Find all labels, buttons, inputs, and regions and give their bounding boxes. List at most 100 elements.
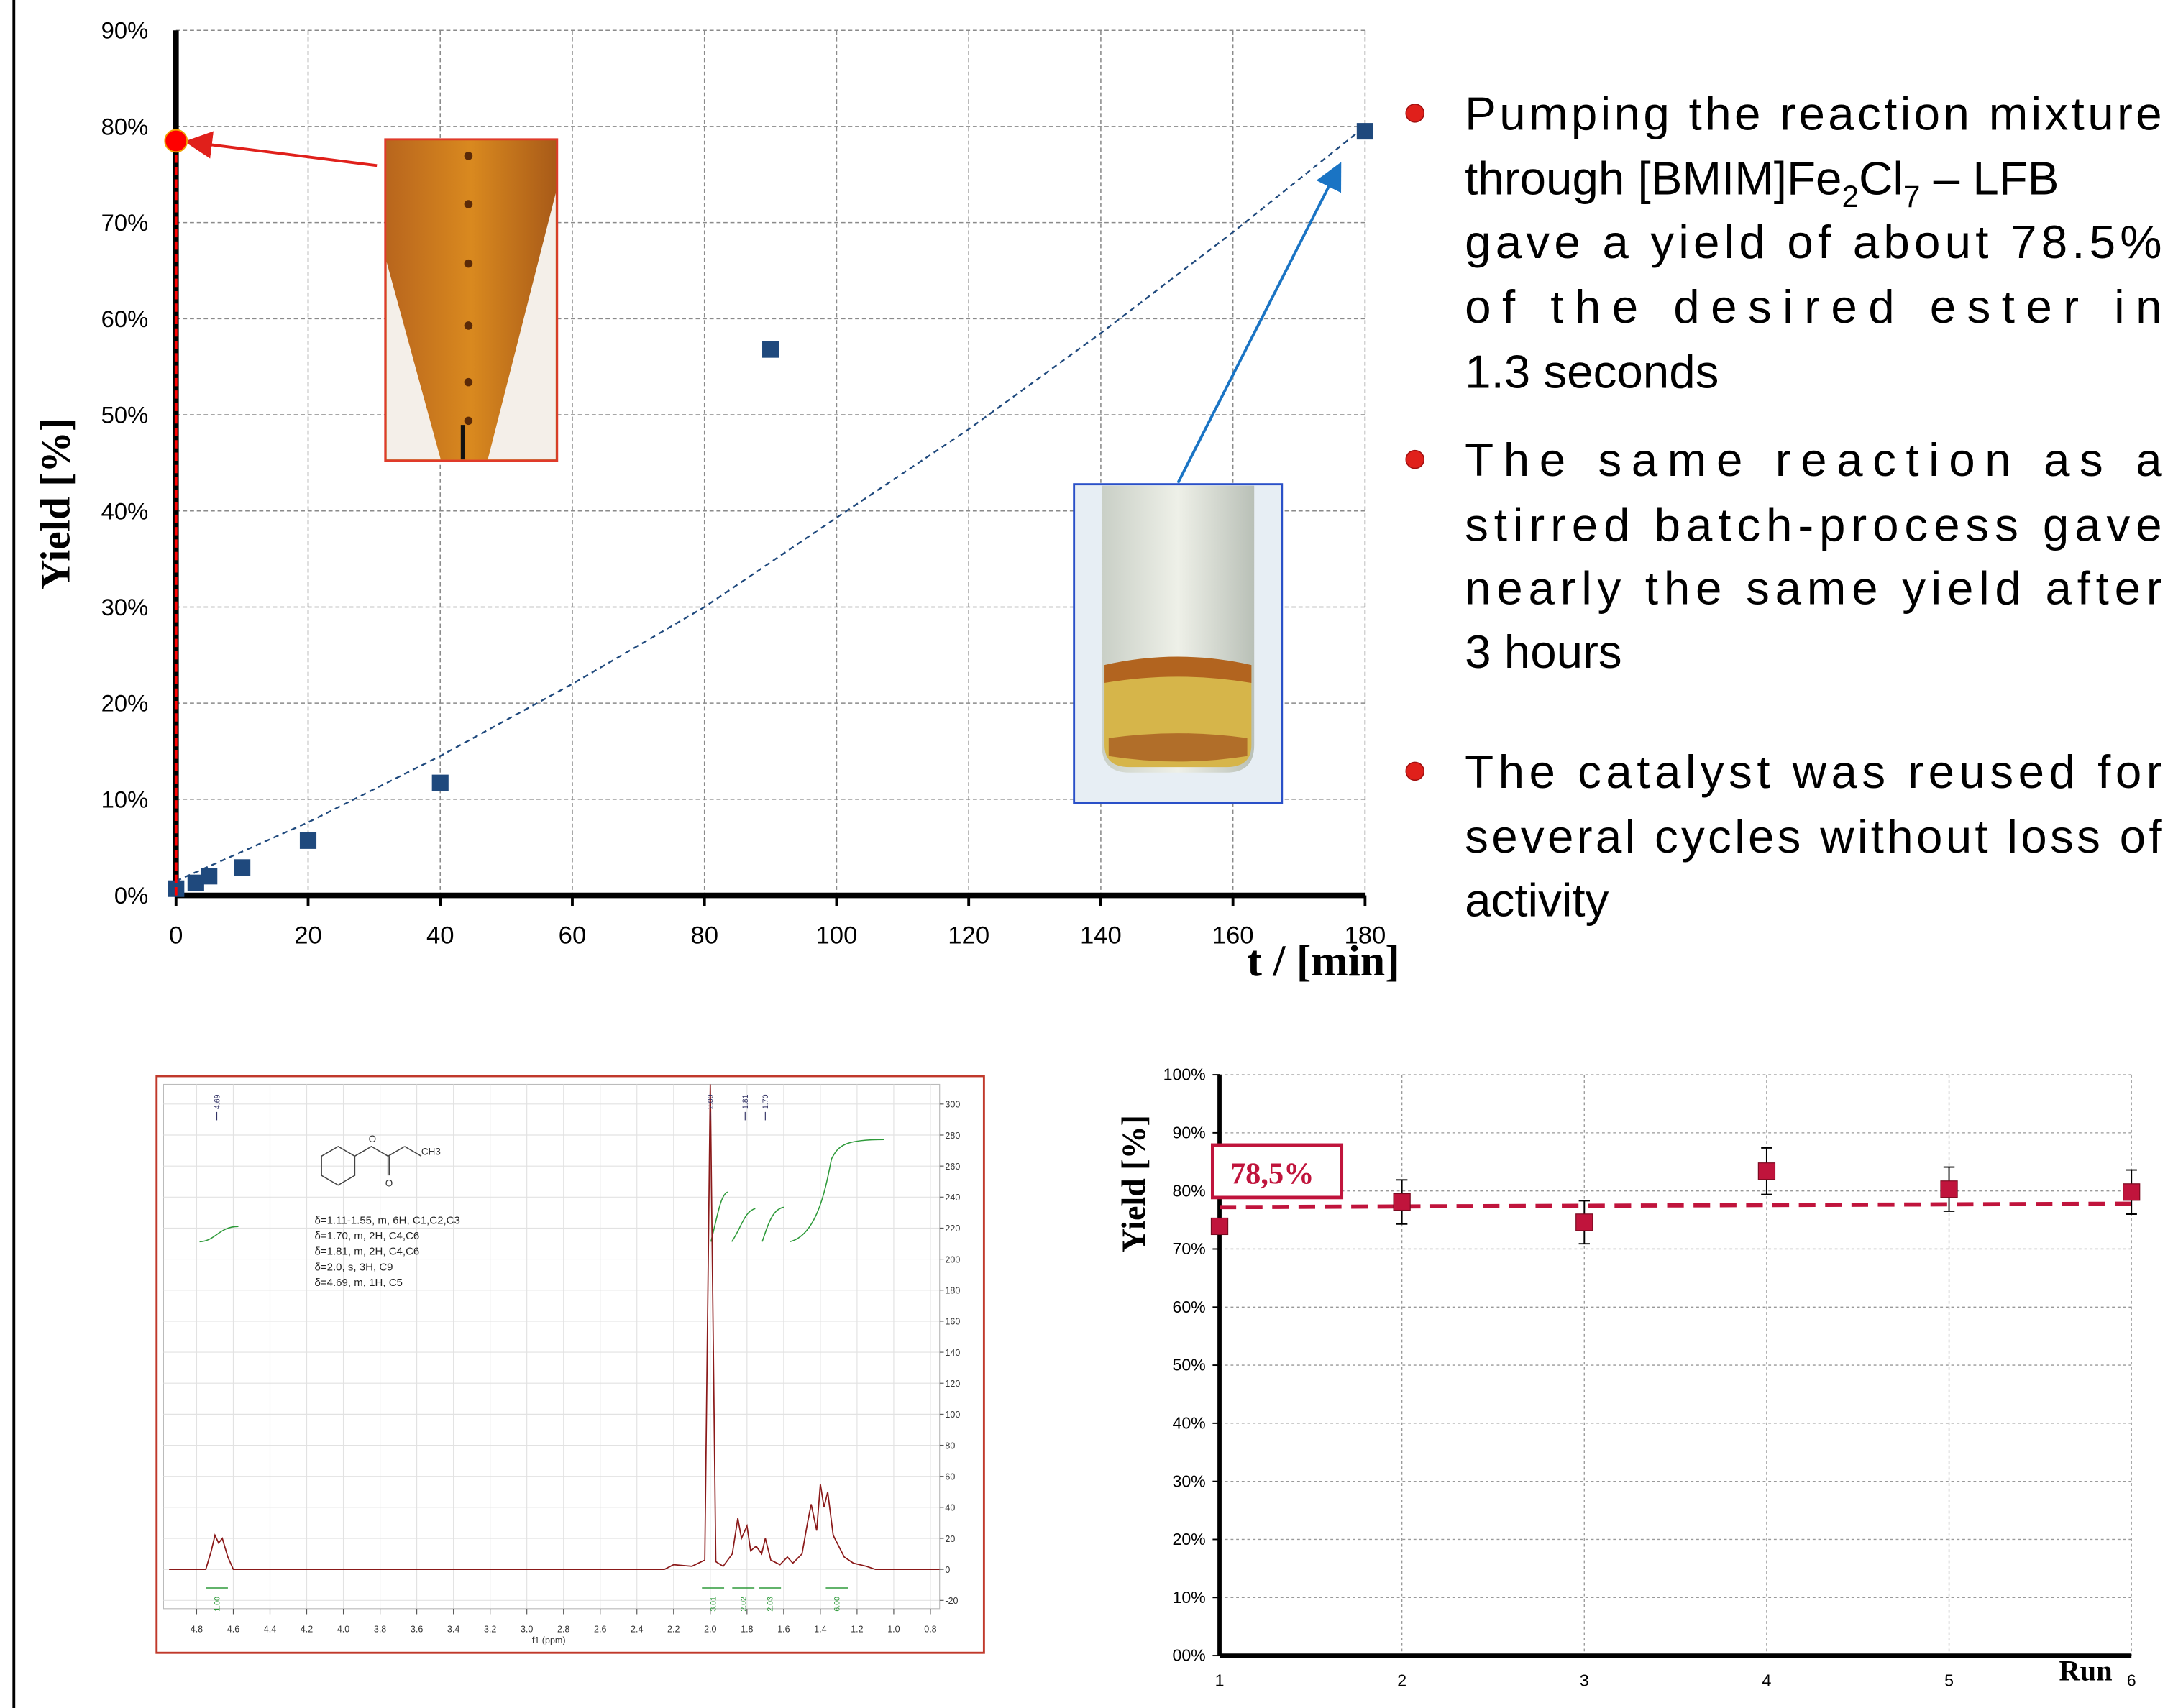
- x-tick-label: 4: [1762, 1671, 1771, 1689]
- reference-label: 78,5%: [1230, 1157, 1314, 1191]
- data-point: [234, 859, 250, 876]
- data-point: [1394, 1194, 1410, 1211]
- photo-lfb-drop: [465, 378, 473, 387]
- photo-lfb-drop: [465, 200, 473, 208]
- nmr-frame: [157, 1076, 984, 1653]
- y-tick-label: 260: [945, 1162, 960, 1172]
- bullet-text: 7: [1903, 180, 1921, 214]
- bullet-line: gave a yield of about 78.5%: [1465, 216, 2161, 268]
- bullet-text: – LFB: [1920, 152, 2059, 205]
- x-tick-label: 0.8: [924, 1624, 936, 1634]
- data-point: [1941, 1181, 1957, 1198]
- data-point: [432, 775, 449, 791]
- y-tick-label: 50%: [101, 402, 149, 428]
- annotation: δ=4.69, m, 1H, C5: [314, 1277, 402, 1289]
- structure-label: O: [369, 1134, 376, 1144]
- structure-label: O: [385, 1178, 393, 1189]
- x-tick-label: 3.8: [374, 1624, 386, 1634]
- reference-line: [1220, 1203, 2131, 1207]
- photo-lfb-drop: [465, 260, 473, 268]
- x-tick-label: 3.4: [447, 1624, 459, 1634]
- y-tick-label: 70%: [101, 209, 149, 236]
- y-tick-label: 60: [945, 1472, 955, 1482]
- x-axis-title: t / [min]: [1247, 937, 1399, 986]
- y-tick-label: 30%: [101, 594, 149, 620]
- annotation: δ=1.81, m, 2H, C4,C6: [314, 1246, 419, 1258]
- bullet-text: Cl: [1859, 152, 1903, 205]
- y-tick-label: 40: [945, 1503, 955, 1513]
- x-tick-label: 1.2: [851, 1624, 863, 1634]
- y-tick-label: 20%: [1172, 1530, 1205, 1548]
- data-point: [2123, 1184, 2140, 1200]
- data-point: [762, 341, 779, 358]
- x-tick-label: 1.6: [777, 1624, 790, 1634]
- x-tick-label: 1.8: [741, 1624, 753, 1634]
- data-point: [201, 868, 217, 884]
- data-point: [1357, 123, 1373, 139]
- x-tick-label: 3.2: [484, 1624, 496, 1634]
- y-tick-label: 70%: [1172, 1239, 1205, 1258]
- x-tick-label: 140: [1080, 922, 1122, 950]
- y-tick-label: 30%: [1172, 1471, 1205, 1490]
- peak-label: 1.81: [741, 1094, 750, 1109]
- data-point: [300, 832, 316, 849]
- annotation: δ=1.11-1.55, m, 6H, C1,C2,C3: [314, 1214, 459, 1226]
- y-tick-label: 120: [945, 1379, 960, 1389]
- x-tick-label: 2.8: [557, 1624, 569, 1634]
- y-tick-label: 140: [945, 1348, 960, 1358]
- bullet-line: Pumping the reaction mixture: [1465, 88, 2161, 140]
- bullet-dot: [1406, 104, 1424, 122]
- bullet-text: 2: [1842, 180, 1859, 214]
- y-tick-label: 100%: [1163, 1065, 1206, 1084]
- bullet-line: The same reaction as a: [1465, 433, 2162, 486]
- y-tick-label: 80: [945, 1441, 955, 1451]
- y-tick-label: 60%: [101, 306, 149, 332]
- y-tick-label: -20: [945, 1596, 958, 1606]
- photo-vial-sediment: [1109, 733, 1248, 761]
- bullet-line: through [BMIM]Fe2Cl7 – LFB: [1465, 152, 2059, 214]
- arrow: [190, 142, 377, 166]
- integral-label: 1.00: [213, 1597, 221, 1612]
- peak-label: 4.69: [213, 1094, 221, 1109]
- x-tick-label: 1: [1215, 1671, 1225, 1689]
- x-tick-label: 0: [169, 922, 183, 950]
- y-tick-label: 40%: [101, 497, 149, 524]
- page: 0%10%20%30%40%50%60%70%80%90%02040608010…: [0, 0, 2173, 1708]
- x-tick-label: 100: [816, 922, 858, 950]
- bullet-text: through [BMIM]Fe: [1465, 152, 1842, 205]
- x-tick-label: 1.4: [814, 1624, 826, 1634]
- bullet-line: several cycles without loss of: [1465, 810, 2162, 863]
- y-tick-label: 20: [945, 1534, 955, 1544]
- y-axis-title: Yield [%]: [1115, 1115, 1152, 1252]
- x-tick-label: 20: [294, 922, 322, 950]
- y-tick-label: 0: [945, 1565, 950, 1575]
- bullet-line: activity: [1465, 873, 1609, 926]
- peak-label: 1.70: [761, 1094, 770, 1109]
- annotation: δ=2.0, s, 3H, C9: [314, 1261, 393, 1273]
- bullet-line: 3 hours: [1465, 625, 1622, 678]
- y-tick-label: 20%: [101, 690, 149, 717]
- photo-lfb-drop: [465, 321, 473, 330]
- x-tick-label: 6: [2127, 1671, 2136, 1689]
- integral-label: 3.01: [709, 1597, 718, 1612]
- y-tick-label: 80%: [101, 114, 149, 140]
- y-tick-label: 100: [945, 1410, 960, 1420]
- bullet-dot: [1406, 762, 1424, 780]
- y-tick-label: 60%: [1172, 1298, 1205, 1316]
- x-axis-title: f1 (ppm): [532, 1635, 566, 1645]
- bullet-list: Pumping the reaction mixture through [BMI…: [1406, 88, 2162, 927]
- y-tick-label: 160: [945, 1317, 960, 1327]
- photo-lfb-drop: [465, 152, 473, 160]
- bullet-line: of the desired ester in: [1465, 280, 2161, 333]
- y-tick-label: 50%: [1172, 1356, 1205, 1374]
- y-tick-label: 300: [945, 1100, 960, 1110]
- arrow: [1178, 167, 1339, 483]
- x-tick-label: 3.6: [411, 1624, 423, 1634]
- structure-label: CH3: [421, 1146, 441, 1157]
- x-tick-label: 40: [426, 922, 454, 950]
- photo-lfb-drop: [465, 417, 473, 426]
- x-tick-label: 3: [1580, 1671, 1589, 1689]
- bullet-line: nearly the same yield after: [1465, 562, 2161, 615]
- y-tick-label: 10%: [101, 786, 149, 812]
